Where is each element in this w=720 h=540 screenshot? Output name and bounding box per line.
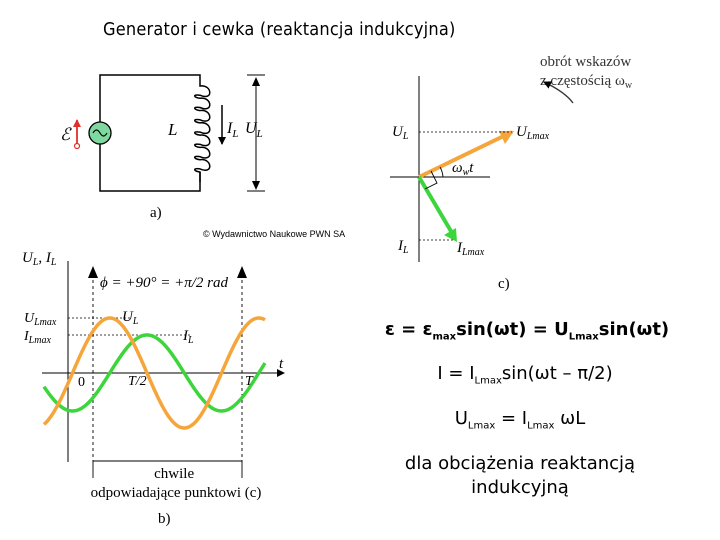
right-angle-mark	[424, 170, 438, 190]
rotation-note: obrót wskazów z częstością ωw	[540, 54, 635, 91]
equation-current: I = ILmaxsin(ωt – π/2)	[437, 363, 613, 387]
angle-label: ωwt	[452, 160, 474, 178]
u-max-label: ULmax	[24, 311, 57, 328]
axis-i-label: IL	[397, 238, 409, 256]
voltage-label: UL	[245, 120, 263, 140]
circuit-diagram: ℰ L IL UL a)	[60, 74, 265, 221]
t-axis-label: t	[279, 356, 284, 372]
generator-symbol	[88, 121, 112, 145]
phase-label: ϕ = +90° = +π/2 rad	[100, 275, 229, 291]
page-title: Generator i cewka (reaktancja indukcyjna…	[103, 19, 456, 40]
curve-i-line	[42, 333, 267, 413]
u-phasor-arrow	[418, 130, 514, 179]
i-phasor-arrow	[417, 175, 457, 242]
instants-bracket	[92, 460, 243, 478]
curve-i-label: IL	[182, 328, 194, 346]
load-note-line1: dla obciążenia reaktancją	[404, 453, 636, 474]
instant-arrowhead-1	[88, 266, 98, 278]
waveform-plot: UL, IL ϕ = +90° = +π/2 rad ULmax ILmax U…	[22, 250, 285, 527]
voltage-indicator	[247, 74, 265, 192]
curve-u-line	[42, 316, 266, 430]
equation-amplitude: ULmax = ILmax ωL	[454, 408, 586, 432]
tick-half: T/2	[128, 374, 147, 389]
emf-arrow	[73, 119, 81, 150]
u-phasor-label: ULmax	[516, 124, 550, 142]
coil-symbol	[190, 84, 211, 182]
caption-a: a)	[150, 205, 162, 221]
circuit-wire	[99, 74, 201, 192]
curve-u-label: UL	[122, 309, 139, 327]
caption-c: c)	[498, 276, 510, 292]
y-axis-label: UL, IL	[22, 250, 57, 268]
emf-label: ℰ	[60, 125, 72, 144]
equation-emf: ε = εmaxsin(ωt) = ULmaxsin(ωt)	[384, 319, 670, 343]
instant-arrowhead-2	[237, 266, 247, 278]
caption-b: b)	[158, 511, 171, 527]
i-phasor-label: ILmax	[456, 240, 485, 258]
tick-0: 0	[78, 375, 85, 390]
axis-u-label: UL	[392, 124, 409, 142]
copyright-credit: © Wydawnictwo Naukowe PWN SA	[203, 229, 346, 239]
bracket-label: chwile odpowiadające punktowi (c)	[91, 466, 262, 501]
i-max-label: ILmax	[23, 329, 51, 346]
rotation-arrow	[543, 81, 574, 104]
coil-label: L	[167, 120, 177, 139]
current-label: IL	[226, 120, 238, 140]
load-note-line2: indukcyjną	[471, 477, 569, 498]
angle-arc	[439, 166, 444, 178]
tick-T: T	[245, 374, 254, 389]
phasor-diagram: obrót wskazów z częstością ωw UL IL ULma…	[390, 54, 635, 292]
load-note: dla obciążenia reaktancją indukcyjną	[370, 452, 670, 500]
